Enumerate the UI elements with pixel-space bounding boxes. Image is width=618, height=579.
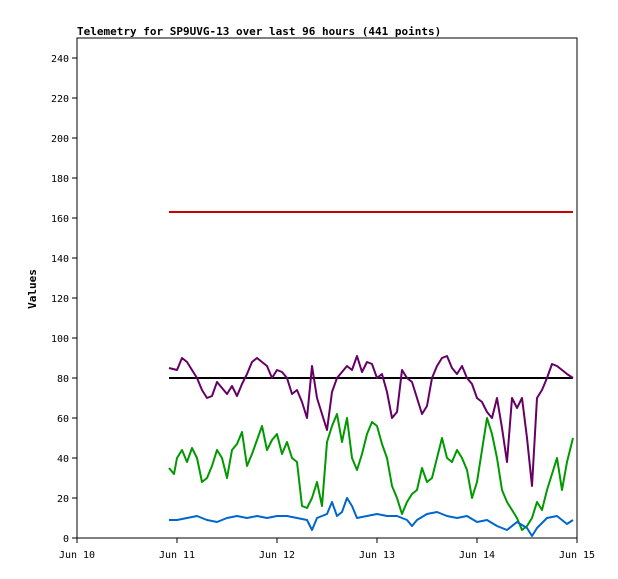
- y-tick-label: 200: [51, 134, 69, 145]
- y-tick-label: 140: [51, 254, 69, 265]
- x-tick-label: Jun 15: [559, 550, 595, 561]
- y-axis: 0 20 40 60 80 100 120 140 160 180 200 220 240: [51, 54, 77, 545]
- chart-title: Telemetry for SP9UVG-13 over last 96 hou…: [77, 25, 441, 38]
- x-tick-label: Jun 11: [159, 550, 195, 561]
- y-tick-label: 180: [51, 174, 69, 185]
- y-tick-label: 240: [51, 54, 69, 65]
- y-tick-label: 80: [57, 374, 69, 385]
- y-tick-label: 120: [51, 294, 69, 305]
- x-tick-label: Jun 10: [59, 550, 95, 561]
- y-tick-label: 220: [51, 94, 69, 105]
- y-tick-label: 160: [51, 214, 69, 225]
- y-axis-label: Values: [26, 269, 39, 309]
- x-tick-label: Jun 13: [359, 550, 395, 561]
- plot-frame: [76, 37, 578, 539]
- x-axis: Jun 10 Jun 11 Jun 12 Jun 13 Jun 14 Jun 15: [59, 538, 595, 561]
- x-tick-label: Jun 12: [259, 550, 295, 561]
- y-tick-label: 60: [57, 414, 69, 425]
- series-line-4: [169, 497, 574, 537]
- x-tick-label: Jun 14: [459, 550, 495, 561]
- y-tick-label: 40: [57, 454, 69, 465]
- y-tick-label: 0: [63, 534, 69, 545]
- series-line-3: [168, 413, 574, 531]
- series-layer: [168, 211, 574, 537]
- y-tick-label: 100: [51, 334, 69, 345]
- series-line-2: [168, 355, 574, 487]
- y-tick-label: 20: [57, 494, 69, 505]
